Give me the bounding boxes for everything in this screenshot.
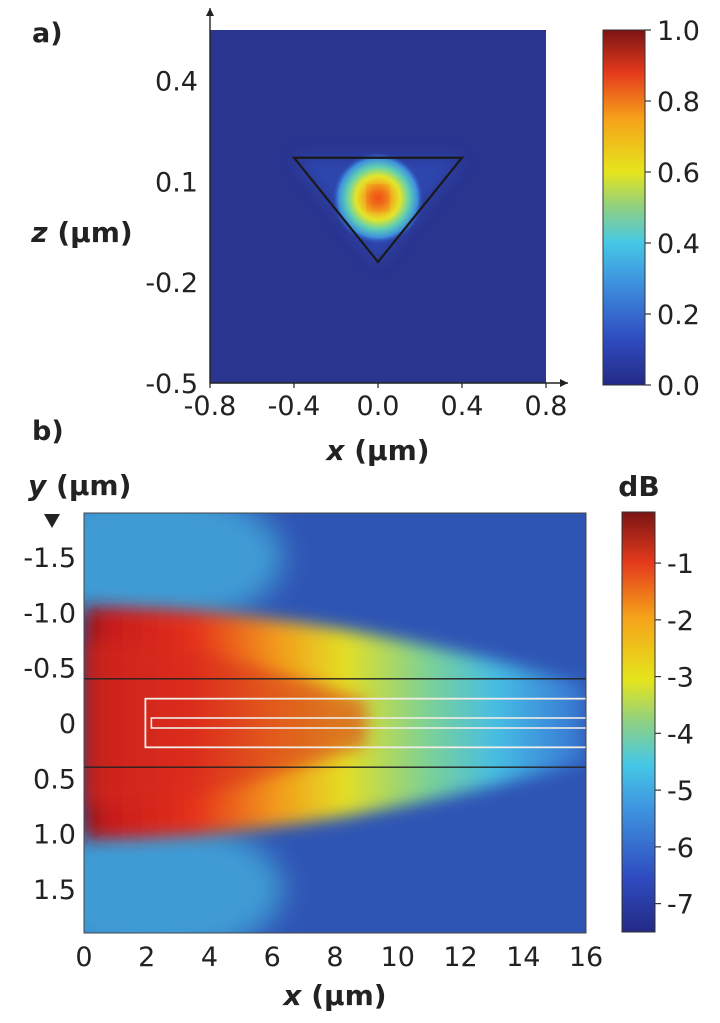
panel-a-colorbar-tick-label: 1.0 [657, 16, 700, 47]
panel-b-label: b) [32, 416, 64, 447]
panel-a-colorbar-gradient [602, 29, 646, 386]
panel-b-x-tick-label: 4 [201, 942, 218, 973]
panel-a-x-axis-label: x (µm) [324, 434, 429, 467]
panel-b-taper-outline [144, 697, 586, 749]
panel-a-waveguide-outline [291, 156, 465, 264]
panel-a-x-tick-label: -0.8 [184, 391, 237, 422]
panel-b-colorbar-tick-label: -6 [667, 833, 694, 864]
panel-b-y-ticks: -1.5 -1.0 -0.5 0 0.5 1.0 1.5 [23, 543, 76, 906]
panel-b-x-axis-label: x (µm) [281, 979, 386, 1012]
panel-a-colorbar-tick-label: 0.6 [657, 158, 700, 189]
panel-b-colorbar-gradient [621, 511, 656, 933]
panel-a-colorbar: 1.0 0.8 0.6 0.4 0.2 0.0 [602, 16, 700, 402]
panel-b-y-tick-label: -0.5 [23, 654, 76, 685]
panel-b-y-axis-label: y (µm) [28, 469, 131, 502]
panel-b-beam-core [84, 640, 367, 806]
panel-a-y-ticks: 0.4 0.1 -0.2 -0.5 [145, 66, 198, 400]
panel-a-x-var: x [324, 434, 345, 467]
panel-b-y-tick-label: 1.0 [33, 820, 76, 851]
panel-b-plot-frame [83, 512, 587, 934]
panel-b-taper-inner-outline [150, 717, 586, 729]
panel-b-x-ticks: 0 2 4 6 8 10 12 14 16 [75, 942, 603, 973]
panel-a-colorbar-tick-label: 0.8 [657, 87, 700, 118]
panel-b-y-unit: (µm) [56, 469, 131, 502]
panel-b-x-tick-label: 16 [569, 942, 603, 973]
panel-b-x-tick-label: 0 [75, 942, 92, 973]
panel-b-colorbar-title: dB [618, 470, 659, 503]
panel-b-y-tick-label: 0.5 [33, 764, 76, 795]
panel-a-y-unit: (µm) [57, 216, 132, 249]
panel-a-field-peak [368, 188, 388, 209]
panel-a: a) -0.8 -0.4 0.0 0.4 0.8 0.4 0.1 -0.2 -0.5 x (µ… [30, 8, 700, 467]
panel-b-x-unit: (µm) [311, 979, 386, 1012]
panel-b-colorbar-tick-label: -3 [667, 663, 694, 694]
panel-b-y-tick-label: -1.5 [23, 543, 76, 574]
panel-b-x-tick-label: 6 [264, 942, 281, 973]
panel-b-colorbar: -1 -2 -3 -4 -5 -6 -7 [621, 511, 694, 933]
panel-b-colorbar-tick-label: -4 [667, 719, 694, 750]
panel-a-plot-area [206, 8, 568, 387]
panel-b: b) y (µm) 0 2 4 6 8 10 12 14 16 -1.5 -1.0 -0.5 0 0.5… [23, 416, 694, 1012]
panel-a-x-ticks: -0.8 -0.4 0.0 0.4 0.8 [184, 383, 568, 422]
panel-b-x-tick-label: 8 [326, 942, 343, 973]
panel-a-y-var: z [30, 216, 48, 249]
panel-b-colorbar-tick-label: -5 [667, 776, 694, 807]
panel-b-x-tick-label: 14 [506, 942, 540, 973]
panel-b-colorbar-tick-label: -7 [667, 890, 694, 921]
panel-a-y-axis-label: z (µm) [30, 216, 132, 249]
panel-b-y-tick-label: 0 [59, 709, 76, 740]
panel-b-colorbar-tick-label: -2 [667, 606, 694, 637]
panel-a-colorbar-tick-label: 0.0 [657, 371, 700, 402]
panel-a-y-tick-label: 0.4 [155, 66, 198, 97]
panel-a-x-arrow-icon [560, 379, 568, 387]
panel-a-x-tick-label: 0.8 [525, 391, 568, 422]
panel-b-x-var: x [281, 979, 302, 1012]
panel-a-x-unit: (µm) [354, 434, 429, 467]
panel-b-y-var: y [28, 469, 48, 502]
panel-b-side-lobe [84, 818, 283, 933]
panel-a-x-tick-label: -0.4 [268, 391, 321, 422]
panel-b-side-lobe [84, 513, 283, 628]
panel-b-y-tick-label: -1.0 [23, 598, 76, 629]
panel-b-x-tick-label: 2 [138, 942, 155, 973]
panel-b-y-axis-arrow-icon [44, 514, 60, 528]
panel-a-y-tick-label: -0.5 [145, 369, 198, 400]
panel-a-x-tick-label: 0.4 [441, 391, 484, 422]
panel-b-colorbar-tick-label: -1 [667, 549, 694, 580]
panel-a-colorbar-tick-label: 0.2 [657, 300, 700, 331]
panel-a-x-tick-label: 0.0 [357, 391, 400, 422]
panel-a-y-tick-label: -0.2 [145, 268, 198, 299]
panel-a-y-arrow-icon [206, 8, 214, 16]
panel-b-x-tick-label: 12 [443, 942, 477, 973]
panel-b-plot-area [83, 512, 587, 934]
panel-b-x-tick-label: 10 [381, 942, 415, 973]
panel-b-y-tick-label: 1.5 [33, 875, 76, 906]
panel-a-colorbar-tick-label: 0.4 [657, 229, 700, 260]
panel-a-label: a) [32, 18, 63, 49]
panel-a-y-tick-label: 0.1 [155, 167, 198, 198]
